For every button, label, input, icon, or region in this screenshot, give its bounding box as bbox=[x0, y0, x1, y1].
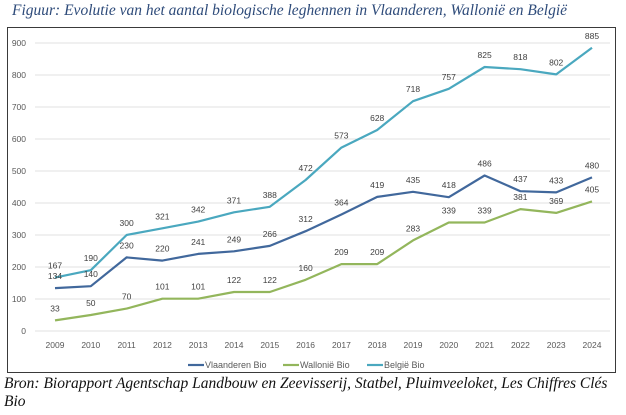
y-tick-label: 600 bbox=[12, 134, 26, 144]
data-label: 209 bbox=[370, 247, 384, 257]
data-label: 134 bbox=[48, 271, 62, 281]
y-tick-label: 800 bbox=[12, 70, 26, 80]
data-label: 50 bbox=[86, 298, 96, 308]
x-tick-label: 2011 bbox=[117, 340, 136, 350]
series-lines bbox=[54, 46, 593, 322]
data-label: 190 bbox=[84, 253, 98, 263]
data-label: 418 bbox=[442, 180, 456, 190]
data-label: 249 bbox=[227, 234, 241, 244]
data-label: 757 bbox=[442, 72, 456, 82]
y-tick-label: 700 bbox=[12, 102, 26, 112]
legend: Vlaanderen Bio Wallonië Bio België Bio bbox=[188, 360, 425, 370]
data-label: 437 bbox=[513, 174, 527, 184]
data-label: 122 bbox=[227, 275, 241, 285]
x-tick-label: 2017 bbox=[332, 340, 351, 350]
data-label: 70 bbox=[122, 292, 132, 302]
data-label: 101 bbox=[191, 282, 205, 292]
y-axis-ticks: 0 100 200 300 400 500 600 700 800 900 bbox=[12, 38, 26, 336]
figure-caption: Figuur: Evolutie van het aantal biologis… bbox=[12, 2, 568, 19]
x-tick-label: 2015 bbox=[260, 340, 279, 350]
data-label: 802 bbox=[549, 57, 563, 67]
x-tick-label: 2014 bbox=[225, 340, 244, 350]
data-label: 220 bbox=[155, 244, 169, 254]
data-label: 339 bbox=[478, 206, 492, 216]
data-label: 573 bbox=[334, 131, 348, 141]
x-tick-label: 2019 bbox=[404, 340, 423, 350]
data-label: 480 bbox=[585, 160, 599, 170]
gridlines bbox=[35, 42, 610, 332]
data-label: 300 bbox=[120, 218, 134, 228]
x-tick-label: 2020 bbox=[439, 340, 458, 350]
legend-label: België Bio bbox=[384, 360, 425, 370]
x-tick-label: 2023 bbox=[547, 340, 566, 350]
y-tick-label: 300 bbox=[12, 230, 26, 240]
data-labels: 134 140 230 220 241 249 266 312 364 419 435 418 486 4… bbox=[48, 31, 599, 314]
data-label: 364 bbox=[334, 198, 348, 208]
data-label: 885 bbox=[585, 31, 599, 41]
chart-frame bbox=[7, 27, 616, 373]
data-label: 209 bbox=[334, 247, 348, 257]
data-label: 122 bbox=[263, 275, 277, 285]
y-tick-label: 900 bbox=[12, 38, 26, 48]
data-label: 160 bbox=[299, 263, 313, 273]
x-tick-label: 2013 bbox=[189, 340, 208, 350]
legend-label: Vlaanderen Bio bbox=[205, 360, 267, 370]
data-label: 369 bbox=[549, 196, 563, 206]
y-tick-label: 100 bbox=[12, 294, 26, 304]
data-label: 266 bbox=[263, 229, 277, 239]
y-tick-label: 400 bbox=[12, 198, 26, 208]
data-label: 342 bbox=[191, 205, 205, 215]
series-line-walloni-bio bbox=[54, 200, 593, 322]
data-label: 405 bbox=[585, 184, 599, 194]
data-label: 486 bbox=[478, 158, 492, 168]
y-tick-label: 0 bbox=[21, 326, 26, 336]
data-label: 419 bbox=[370, 180, 384, 190]
x-tick-label: 2018 bbox=[368, 340, 387, 350]
legend-label: Wallonië Bio bbox=[300, 360, 350, 370]
x-tick-label: 2021 bbox=[475, 340, 494, 350]
data-label: 312 bbox=[299, 214, 313, 224]
data-label: 433 bbox=[549, 175, 563, 185]
data-label: 33 bbox=[50, 303, 60, 313]
series-line-vlaanderen-bio bbox=[54, 174, 593, 290]
data-label: 718 bbox=[406, 84, 420, 94]
y-tick-label: 200 bbox=[12, 262, 26, 272]
data-label: 167 bbox=[48, 261, 62, 271]
x-tick-label: 2024 bbox=[583, 340, 602, 350]
x-tick-label: 2022 bbox=[511, 340, 530, 350]
x-tick-label: 2012 bbox=[153, 340, 172, 350]
x-tick-label: 2016 bbox=[296, 340, 315, 350]
y-tick-label: 500 bbox=[12, 166, 26, 176]
data-label: 371 bbox=[227, 195, 241, 205]
data-label: 283 bbox=[406, 223, 420, 233]
data-label: 388 bbox=[263, 190, 277, 200]
data-label: 818 bbox=[513, 52, 527, 62]
data-label: 628 bbox=[370, 113, 384, 123]
data-label: 101 bbox=[155, 282, 169, 292]
data-label: 241 bbox=[191, 237, 205, 247]
data-label: 381 bbox=[513, 192, 527, 202]
data-label: 825 bbox=[478, 50, 492, 60]
data-label: 230 bbox=[120, 240, 134, 250]
source-caption: Bron: Biorapport Agentschap Landbouw en … bbox=[4, 375, 608, 410]
x-tick-label: 2009 bbox=[46, 340, 65, 350]
x-tick-label: 2010 bbox=[81, 340, 100, 350]
data-label: 472 bbox=[299, 163, 313, 173]
data-label: 435 bbox=[406, 175, 420, 185]
x-axis-ticks: 2009 2010 2011 2012 2013 2014 2015 2016 2017 2018… bbox=[46, 340, 602, 350]
data-label: 140 bbox=[84, 269, 98, 279]
series-line-belgi-bio bbox=[54, 46, 593, 279]
data-label: 321 bbox=[155, 211, 169, 221]
data-label: 339 bbox=[442, 206, 456, 216]
